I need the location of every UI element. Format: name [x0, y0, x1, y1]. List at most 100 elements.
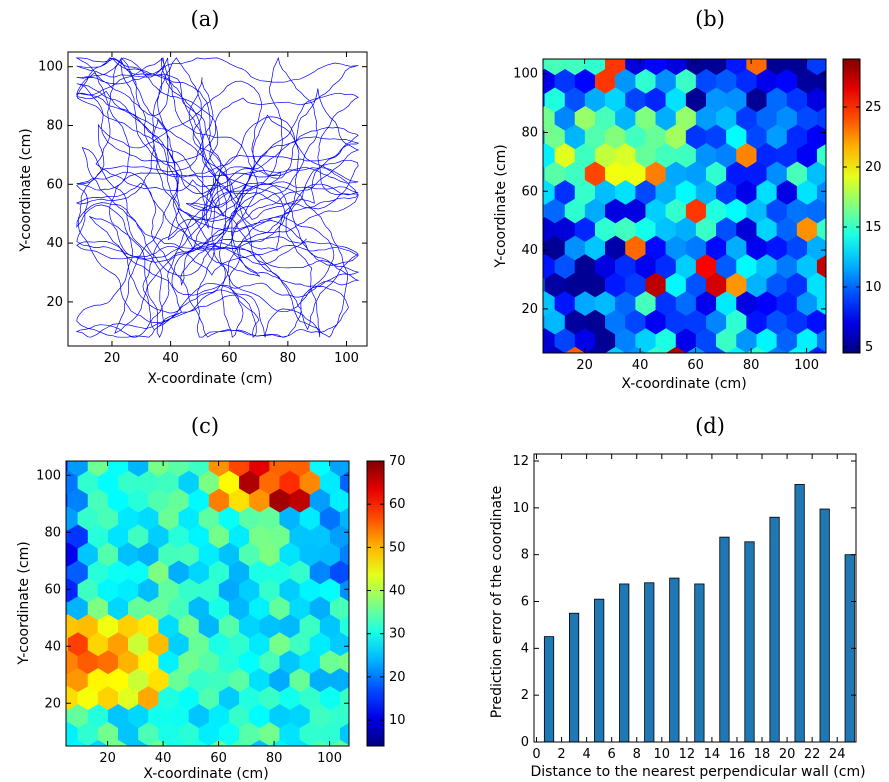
- panel-b-cbar-label: 5: [865, 340, 873, 355]
- panel-d-xtick-label: 14: [704, 747, 721, 762]
- hex-cell: [816, 180, 826, 205]
- hex-cell: [806, 59, 826, 76]
- panel-c-ytick-label: 60: [44, 582, 61, 597]
- panel-c-cbar-label: 40: [389, 584, 406, 599]
- hex-cell: [816, 254, 826, 279]
- panel-b-ytick-label: 40: [521, 243, 538, 258]
- panel-c-ytick-label: 20: [44, 696, 61, 711]
- panel-d-frame: [533, 453, 857, 743]
- hex-cell: [339, 578, 349, 602]
- panel-d-xtick-label: 0: [532, 747, 540, 762]
- panel-b-xtick-label: 40: [632, 358, 649, 373]
- hex-cell: [329, 461, 349, 477]
- panel-d-title: (d): [695, 414, 725, 438]
- panel-c-xtick-label: 40: [155, 751, 172, 766]
- panel-b-ytick-label: 60: [521, 184, 538, 199]
- panel-d-ytick-label: 12: [512, 454, 529, 469]
- bar-9: [644, 582, 655, 743]
- panel-a-trajectory: 20 40 60 80 100 20 40 60 80 100: [38, 51, 368, 366]
- hex-cell: [66, 672, 69, 688]
- panel-a-ytick-label: 100: [38, 60, 63, 75]
- panel-c-hexbin: 20 40 60 80 100 20 40 60 80 100 10 20 30 40 50 60 70: [36, 454, 406, 766]
- panel-a-ytick-label: 20: [46, 295, 63, 310]
- panel-c-ytick-label: 40: [44, 639, 61, 654]
- panel-a-ytick-label: 60: [46, 177, 63, 192]
- panel-a-xlabel: X-coordinate (cm): [147, 371, 272, 387]
- bar-1: [543, 636, 555, 743]
- hex-cell: [816, 143, 826, 167]
- hex-cell: [816, 69, 826, 93]
- panel-d-xtick-label: 24: [829, 747, 846, 762]
- panel-a-ytick-label: 40: [46, 236, 63, 251]
- panel-b-xtick-label: 20: [576, 358, 593, 373]
- panel-a-xtick-label: 40: [162, 351, 179, 366]
- panel-d-xtick-label: 2: [557, 747, 565, 762]
- panel-c-cbar-label: 10: [389, 713, 406, 728]
- panel-a-xtick-label: 20: [104, 351, 121, 366]
- panel-b-xtick-label: 100: [794, 358, 819, 373]
- panel-c-xtick-label: 100: [317, 751, 342, 766]
- panel-d-ytick-label: 6: [521, 595, 529, 610]
- panel-b-ytick-label: 100: [513, 67, 538, 82]
- panel-a-ytick-label: 80: [46, 119, 63, 134]
- bar-23: [819, 508, 830, 743]
- hex-cell: [339, 722, 349, 746]
- hex-cell: [816, 217, 826, 242]
- hex-cell: [543, 203, 546, 219]
- bar-17: [744, 541, 755, 743]
- panel-c-cells: [66, 461, 349, 746]
- bar-7: [619, 583, 630, 743]
- bar-15: [719, 536, 730, 743]
- panel-d-ytick-label: 2: [521, 688, 529, 703]
- panel-d-xtick-label: 22: [804, 747, 821, 762]
- panel-b-ytick-label: 20: [521, 302, 538, 317]
- panel-d-ytick-label: 8: [521, 548, 529, 563]
- bar-5: [594, 598, 605, 743]
- bar-21: [794, 484, 805, 743]
- panel-b-xtick-label: 60: [687, 358, 704, 373]
- panel-b-colorbar: [842, 58, 861, 354]
- hex-cell: [339, 470, 349, 494]
- panel-c-xtick-label: 60: [210, 751, 227, 766]
- panel-b-ytick-label: 80: [521, 126, 538, 141]
- bar-3: [568, 612, 580, 743]
- panel-c-ytick-label: 80: [44, 525, 61, 540]
- panel-c-ylabel: Y-coordinate (cm): [16, 541, 32, 665]
- trajectory-line: [75, 56, 360, 338]
- panel-d-xtick-label: 16: [729, 747, 746, 762]
- panel-b-cells: [543, 59, 826, 353]
- hex-cell: [543, 351, 546, 353]
- panel-d-ytick-label: 0: [521, 735, 529, 750]
- panel-b-cbar-label: 20: [865, 160, 882, 175]
- panel-c-ytick-label: 100: [36, 468, 61, 483]
- panel-b-frame: [542, 58, 827, 354]
- hex-cell: [816, 328, 826, 353]
- panel-d-xtick-label: 4: [582, 747, 590, 762]
- hex-cell: [339, 542, 349, 566]
- hex-cell: [543, 277, 546, 293]
- panel-d-xtick-label: 12: [679, 747, 696, 762]
- bar-11: [669, 577, 680, 743]
- hex-cell: [66, 744, 69, 746]
- panel-d-ytick-label: 10: [512, 501, 529, 516]
- panel-c-cbar-label: 70: [389, 454, 406, 469]
- panel-a-frame: [67, 51, 368, 347]
- panel-a-ylabel: Y-coordinate (cm): [18, 128, 34, 252]
- hex-cell: [543, 92, 546, 108]
- hex-cell: [339, 614, 349, 638]
- panel-d-xlabel: Distance to the nearest perpendicular wa…: [530, 764, 865, 780]
- panel-d-xtick-label: 10: [654, 747, 671, 762]
- bar-19: [769, 516, 780, 743]
- panel-c-xtick-label: 20: [99, 751, 116, 766]
- panel-b-xtick-label: 80: [743, 358, 760, 373]
- hex-cell: [339, 506, 349, 530]
- panel-a-xtick-label: 60: [221, 351, 238, 366]
- hex-cell: [66, 600, 69, 616]
- panel-b-hexbin: 20 40 60 80 100 20 40 60 80 100 5 10 15 20 25: [513, 58, 882, 373]
- panel-b-title: (b): [695, 7, 725, 31]
- panel-c-title: (c): [191, 414, 219, 438]
- panel-c-xtick-label: 80: [266, 751, 283, 766]
- hex-cell: [816, 106, 826, 130]
